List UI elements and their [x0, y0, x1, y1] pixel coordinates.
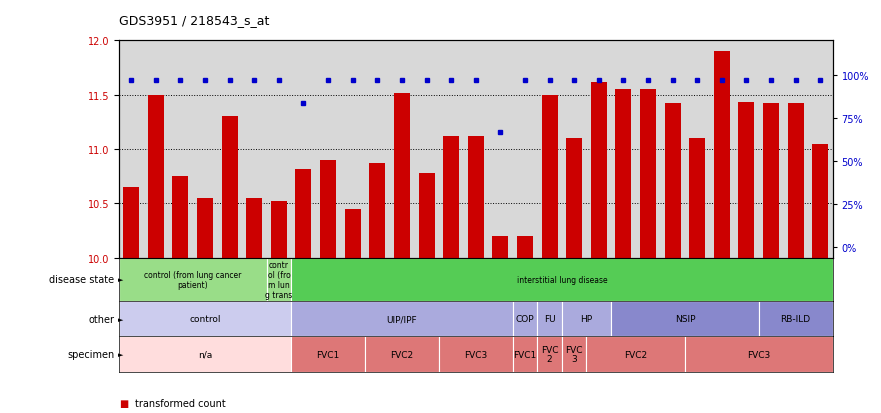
Bar [562, 301, 611, 337]
Text: n/a: n/a [198, 350, 212, 358]
Bar [123, 188, 139, 258]
Text: FVC
2: FVC 2 [541, 345, 559, 363]
Bar [591, 83, 607, 258]
Text: specimen: specimen [67, 349, 115, 359]
Bar [812, 144, 828, 258]
Bar [562, 337, 587, 372]
Bar [148, 95, 164, 258]
Text: FU: FU [544, 315, 555, 323]
Bar [119, 337, 292, 372]
Bar [611, 301, 759, 337]
Text: control: control [189, 315, 221, 323]
Text: FVC3: FVC3 [747, 350, 770, 358]
Text: transformed count: transformed count [135, 398, 226, 408]
Bar [513, 337, 537, 372]
Text: contr
ol (fro
m lun
g trans: contr ol (fro m lun g trans [265, 261, 292, 299]
Bar [537, 301, 562, 337]
Bar [320, 161, 336, 258]
Bar [247, 199, 263, 258]
Text: FVC2: FVC2 [390, 350, 413, 358]
Text: control (from lung cancer
patient): control (from lung cancer patient) [144, 271, 241, 289]
Bar [616, 90, 632, 258]
Text: FVC1: FVC1 [514, 350, 537, 358]
Text: HP: HP [581, 315, 593, 323]
Bar [418, 173, 434, 258]
Text: interstitial lung disease: interstitial lung disease [516, 275, 607, 284]
Text: FVC1: FVC1 [316, 350, 340, 358]
Bar [365, 337, 439, 372]
Bar [394, 93, 410, 258]
Text: ■: ■ [119, 398, 128, 408]
Bar [173, 177, 189, 258]
Bar [344, 209, 360, 258]
Text: FVC3: FVC3 [464, 350, 487, 358]
Bar [119, 258, 267, 301]
Bar [270, 202, 287, 258]
Bar [222, 117, 238, 258]
Bar [492, 237, 508, 258]
Bar [664, 104, 681, 258]
Text: FVC2: FVC2 [624, 350, 648, 358]
Text: ►: ► [118, 277, 123, 283]
Bar [468, 137, 484, 258]
Bar [292, 301, 513, 337]
Bar [714, 52, 729, 258]
Text: other: other [88, 314, 115, 324]
Bar [267, 258, 292, 301]
Bar [640, 90, 656, 258]
Bar [566, 139, 582, 258]
Text: FVC
3: FVC 3 [566, 345, 583, 363]
Bar [513, 301, 537, 337]
Text: GDS3951 / 218543_s_at: GDS3951 / 218543_s_at [119, 14, 270, 27]
Bar [759, 301, 833, 337]
Bar [542, 95, 558, 258]
Bar [587, 337, 685, 372]
Text: COP: COP [515, 315, 534, 323]
Text: ►: ► [118, 351, 123, 357]
Text: NSIP: NSIP [675, 315, 695, 323]
Text: RB-ILD: RB-ILD [781, 315, 811, 323]
Bar [295, 169, 312, 258]
Bar [763, 104, 779, 258]
Bar [537, 337, 562, 372]
Text: UIP/IPF: UIP/IPF [387, 315, 418, 323]
Text: ►: ► [118, 316, 123, 322]
Bar [292, 337, 365, 372]
Bar [119, 301, 292, 337]
Bar [517, 237, 533, 258]
Bar [738, 103, 754, 258]
Bar [443, 137, 459, 258]
Bar [197, 199, 213, 258]
Bar [685, 337, 833, 372]
Bar [788, 104, 803, 258]
Bar [689, 139, 705, 258]
Bar [369, 164, 385, 258]
Bar [439, 337, 513, 372]
Text: disease state: disease state [49, 275, 115, 285]
Bar [292, 258, 833, 301]
